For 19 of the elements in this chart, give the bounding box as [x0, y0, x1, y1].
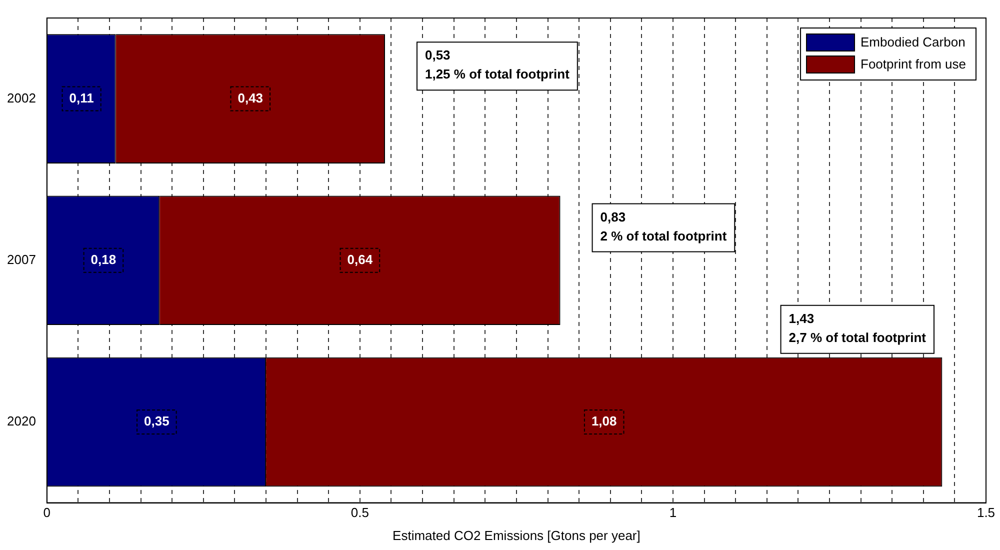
x-axis-title: Estimated CO2 Emissions [Gtons per year] — [392, 528, 640, 543]
data-label: 1,08 — [591, 414, 617, 429]
y-tick-label: 2020 — [7, 414, 36, 429]
x-tick-label: 0 — [43, 505, 51, 520]
annotation: 1,43 2,7 % of total footprint — [788, 310, 927, 345]
legend-label: Embodied Carbon — [860, 34, 966, 50]
x-tick-label: 1 — [669, 505, 677, 520]
annotation: 0,53 1,25 % of total footprint — [424, 48, 570, 82]
data-label: 0,64 — [347, 252, 374, 267]
y-tick-label: 2002 — [7, 90, 36, 106]
annotation: 0,83 2 % of total footprint — [600, 209, 728, 244]
x-tick-label: 0.5 — [350, 505, 369, 520]
data-label: 0,35 — [144, 414, 170, 429]
data-label: 0,43 — [238, 90, 264, 106]
data-label: 0,11 — [69, 90, 94, 106]
x-tick-label: 1.5 — [976, 505, 996, 520]
legend-label: Footprint from use — [860, 56, 966, 72]
data-label: 0,18 — [90, 252, 116, 267]
y-tick-label: 2007 — [7, 252, 36, 267]
